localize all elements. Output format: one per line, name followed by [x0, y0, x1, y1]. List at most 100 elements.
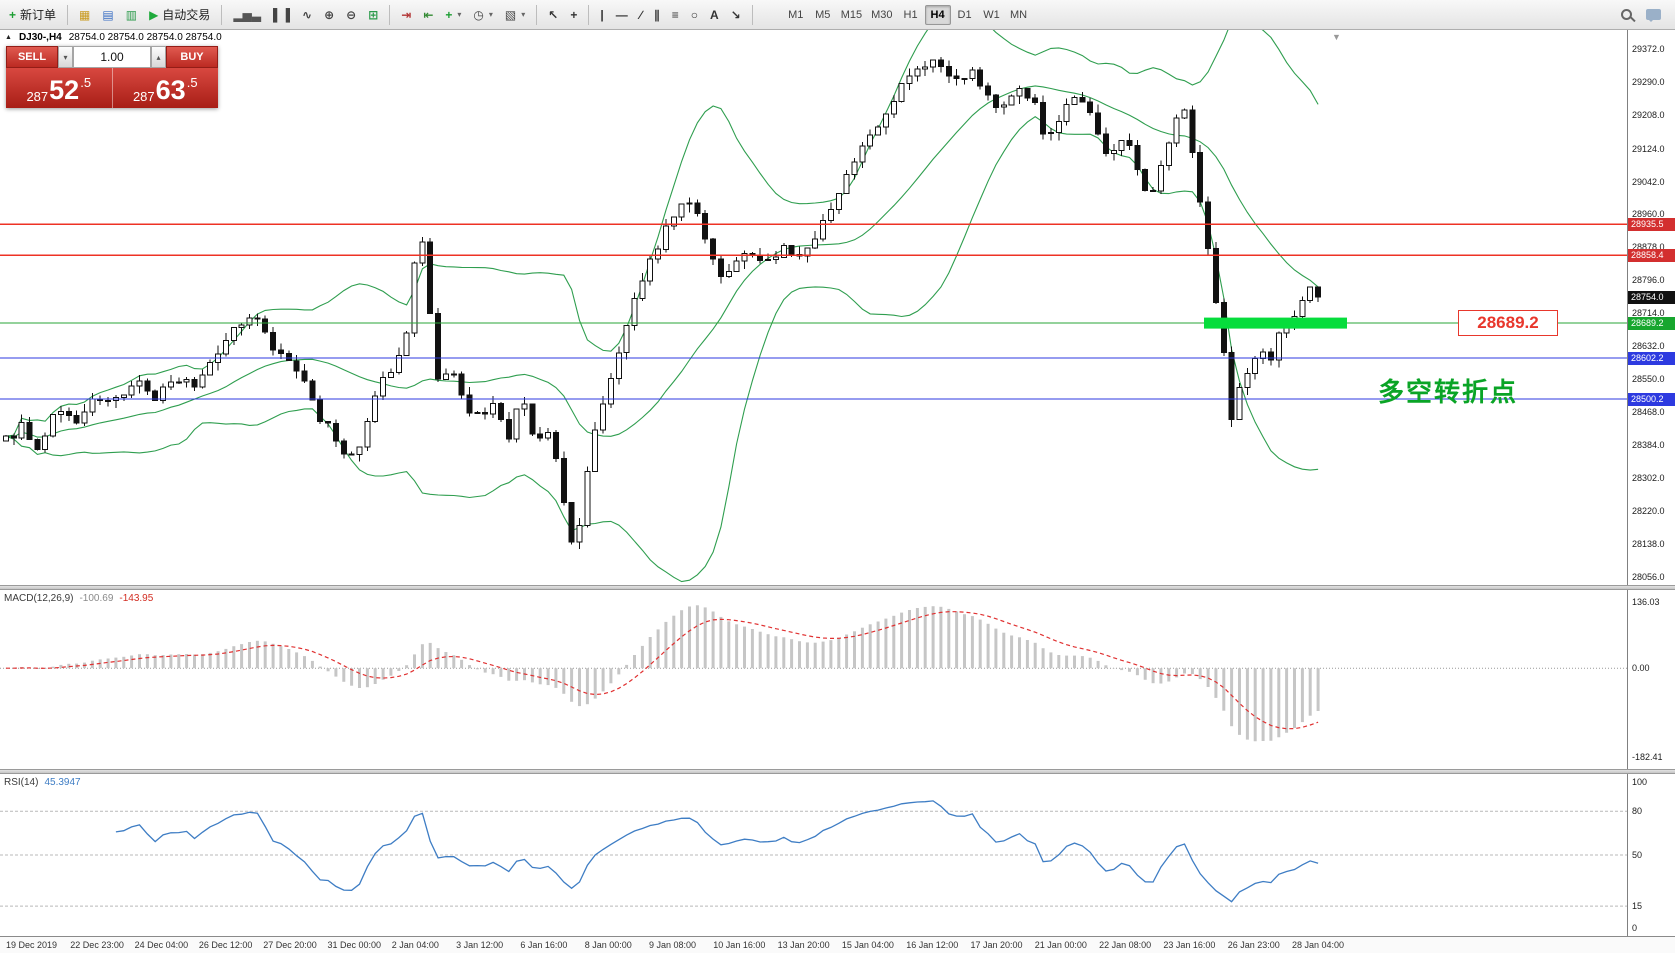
- zoom-in-button[interactable]: ⊕: [319, 3, 339, 27]
- vertical-line-button[interactable]: |: [595, 3, 608, 27]
- time-axis-label: 9 Jan 08:00: [649, 940, 697, 950]
- macd-canvas[interactable]: [0, 590, 1627, 769]
- tile-windows-button[interactable]: ⊞: [363, 3, 383, 27]
- timeframe-h4-button[interactable]: H4: [924, 4, 951, 25]
- candlesticks: [2, 56, 1322, 550]
- rsi-header: RSI(14) 45.3947: [4, 777, 81, 788]
- price-badge: 28754.0: [1628, 291, 1675, 305]
- shapes-icon: ○: [690, 7, 698, 22]
- new-order-button[interactable]: + 新订单: [4, 3, 61, 27]
- chart-collapse-icon[interactable]: ▲: [5, 34, 12, 41]
- timeframe-mn-button[interactable]: MN: [1009, 8, 1028, 21]
- market-watch-button[interactable]: ▦: [74, 3, 95, 27]
- terminal-button[interactable]: ▥: [121, 3, 142, 27]
- price-tick: 28302.0: [1632, 473, 1665, 484]
- shapes-button[interactable]: ○: [686, 3, 703, 27]
- terminal-icon: ▥: [125, 7, 138, 22]
- auto-scroll-icon: ⇥: [401, 7, 412, 22]
- time-axis[interactable]: 19 Dec 2019 22 Dec 23:00 24 Dec 04:00 26 De…: [0, 936, 1675, 953]
- fibonacci-button[interactable]: ≡: [667, 3, 684, 27]
- search-icon[interactable]: [1621, 9, 1632, 20]
- chart-symbol-period: DJ30-,H4: [18, 32, 62, 43]
- horizontal-line-button[interactable]: —: [611, 3, 633, 27]
- panel-splitter[interactable]: [0, 585, 1675, 590]
- sell-price-display[interactable]: 287 52 .5: [6, 68, 113, 108]
- crosshair-button[interactable]: +: [565, 3, 582, 27]
- price-tick: 28220.0: [1632, 506, 1665, 517]
- time-axis-label: 21 Jan 00:00: [1034, 940, 1087, 950]
- navigator-button[interactable]: ▤: [97, 3, 118, 27]
- time-axis-label: 8 Jan 00:00: [584, 940, 632, 950]
- candlestick-chart-button[interactable]: ▌▐: [268, 3, 295, 27]
- macd-title: MACD(12,26,9): [4, 593, 74, 604]
- buy-price-frac: .5: [186, 75, 198, 90]
- navigator-icon: ▤: [102, 7, 114, 22]
- price-tick: 28960.0: [1632, 209, 1665, 220]
- macd-signal-value: -143.95: [119, 593, 154, 604]
- timeframe-d1-button[interactable]: D1: [957, 8, 972, 21]
- toolbar-separator: [389, 4, 391, 25]
- volume-stepper-icon[interactable]: ▴: [151, 46, 166, 68]
- volume-input[interactable]: 1.00: [73, 46, 151, 68]
- price-tick: 28468.0: [1632, 406, 1665, 417]
- toolbar-separator: [588, 4, 590, 25]
- indicators-icon: +: [445, 7, 453, 22]
- rsi-scale[interactable]: 100 80 50 15 0: [1627, 774, 1675, 936]
- price-callout-label: 28689.2: [1458, 310, 1558, 336]
- price-chart-canvas[interactable]: [0, 30, 1627, 585]
- price-badge: 28935.5: [1628, 218, 1675, 232]
- chat-icon[interactable]: [1646, 9, 1661, 22]
- text-icon: A: [710, 7, 719, 22]
- macd-scale[interactable]: 136.03 0.00 -182.41: [1627, 590, 1675, 769]
- bar-chart-button[interactable]: ▂▅▃: [228, 3, 266, 27]
- price-badge: 28689.2: [1628, 317, 1675, 331]
- arrows-icon: ↘: [730, 7, 741, 22]
- buy-button[interactable]: BUY: [166, 46, 218, 68]
- rsi-scale-tick: 15: [1632, 901, 1643, 912]
- arrows-button[interactable]: ↘: [726, 3, 746, 27]
- chart-caption: ▲ DJ30-,H4 28754.0 28754.0 28754.0 28754…: [5, 32, 222, 43]
- periods-button[interactable]: ◷ ▾: [468, 3, 498, 27]
- timeframe-m1-button[interactable]: M1: [788, 8, 804, 21]
- timeframe-h1-button[interactable]: H1: [903, 8, 918, 21]
- new-order-icon: +: [9, 7, 17, 22]
- zoom-out-button[interactable]: ⊖: [341, 3, 361, 27]
- channel-button[interactable]: ∥: [649, 3, 665, 27]
- timeframe-m15-button[interactable]: M15: [840, 8, 863, 21]
- price-tick: 28384.0: [1632, 440, 1665, 451]
- timeframe-w1-button[interactable]: W1: [983, 8, 1000, 21]
- panel-splitter[interactable]: [0, 769, 1675, 774]
- chart-shift-button[interactable]: ⇤: [418, 3, 438, 27]
- buy-price-display[interactable]: 287 63 .5: [112, 68, 218, 108]
- sell-price-big: 52: [49, 75, 80, 106]
- one-click-trading-panel: SELL ▾ 1.00 ▴ BUY 287 52 .5 287 63 .5: [6, 46, 218, 108]
- line-chart-button[interactable]: ∿: [297, 3, 317, 27]
- price-scale[interactable]: 29372.0 29290.0 29208.0 29124.0 29042.0 28960…: [1627, 30, 1675, 585]
- trendline-icon: ∕: [639, 7, 642, 22]
- sell-dropdown-icon[interactable]: ▾: [58, 46, 73, 68]
- time-axis-label: 23 Jan 16:00: [1163, 940, 1216, 950]
- channel-icon: ∥: [653, 7, 660, 22]
- indicators-button[interactable]: + ▾: [440, 3, 466, 27]
- cursor-button[interactable]: ↖: [543, 3, 563, 27]
- sell-button[interactable]: SELL: [6, 46, 58, 68]
- autotrading-button[interactable]: ▶ 自动交易: [144, 3, 215, 27]
- zoom-in-icon: ⊕: [324, 7, 335, 22]
- chart-shift-marker[interactable]: ▼: [1332, 32, 1341, 42]
- templates-button[interactable]: ▧ ▾: [500, 3, 530, 27]
- timeframe-m5-button[interactable]: M5: [815, 8, 831, 21]
- rsi-scale-tick: 50: [1632, 850, 1643, 860]
- price-tick: 28632.0: [1632, 340, 1665, 351]
- price-tick: 28878.0: [1632, 242, 1665, 253]
- auto-scroll-button[interactable]: ⇥: [396, 3, 416, 27]
- new-order-button-label: 新订单: [20, 8, 57, 22]
- text-button[interactable]: A: [705, 3, 724, 27]
- rsi-canvas[interactable]: [0, 774, 1627, 936]
- time-axis-label: 26 Dec 12:00: [198, 940, 253, 950]
- toolbar-right: [1621, 9, 1671, 22]
- timeframe-m30-button[interactable]: M30: [871, 8, 893, 21]
- toolbar-separator: [536, 4, 538, 25]
- candlestick-icon: ▌▐: [273, 7, 291, 22]
- rsi-scale-tick: 80: [1632, 806, 1643, 817]
- trendline-button[interactable]: ∕: [635, 3, 647, 27]
